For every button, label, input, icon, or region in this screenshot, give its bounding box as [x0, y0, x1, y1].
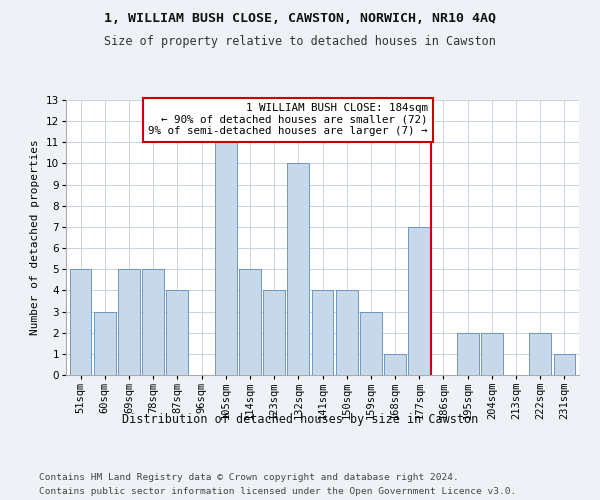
- Bar: [118, 269, 140, 375]
- Bar: [457, 332, 479, 375]
- Bar: [384, 354, 406, 375]
- Bar: [360, 312, 382, 375]
- Bar: [70, 269, 91, 375]
- Bar: [215, 142, 236, 375]
- Bar: [263, 290, 285, 375]
- Text: Distribution of detached houses by size in Cawston: Distribution of detached houses by size …: [122, 412, 478, 426]
- Bar: [166, 290, 188, 375]
- Bar: [481, 332, 503, 375]
- Text: Size of property relative to detached houses in Cawston: Size of property relative to detached ho…: [104, 35, 496, 48]
- Text: Contains public sector information licensed under the Open Government Licence v3: Contains public sector information licen…: [39, 486, 516, 496]
- Bar: [142, 269, 164, 375]
- Y-axis label: Number of detached properties: Number of detached properties: [30, 140, 40, 336]
- Bar: [554, 354, 575, 375]
- Bar: [94, 312, 116, 375]
- Bar: [239, 269, 261, 375]
- Text: Contains HM Land Registry data © Crown copyright and database right 2024.: Contains HM Land Registry data © Crown c…: [39, 472, 459, 482]
- Bar: [336, 290, 358, 375]
- Text: 1 WILLIAM BUSH CLOSE: 184sqm
← 90% of detached houses are smaller (72)
9% of sem: 1 WILLIAM BUSH CLOSE: 184sqm ← 90% of de…: [148, 103, 428, 136]
- Bar: [409, 227, 430, 375]
- Bar: [311, 290, 334, 375]
- Bar: [287, 164, 309, 375]
- Text: 1, WILLIAM BUSH CLOSE, CAWSTON, NORWICH, NR10 4AQ: 1, WILLIAM BUSH CLOSE, CAWSTON, NORWICH,…: [104, 12, 496, 26]
- Bar: [529, 332, 551, 375]
